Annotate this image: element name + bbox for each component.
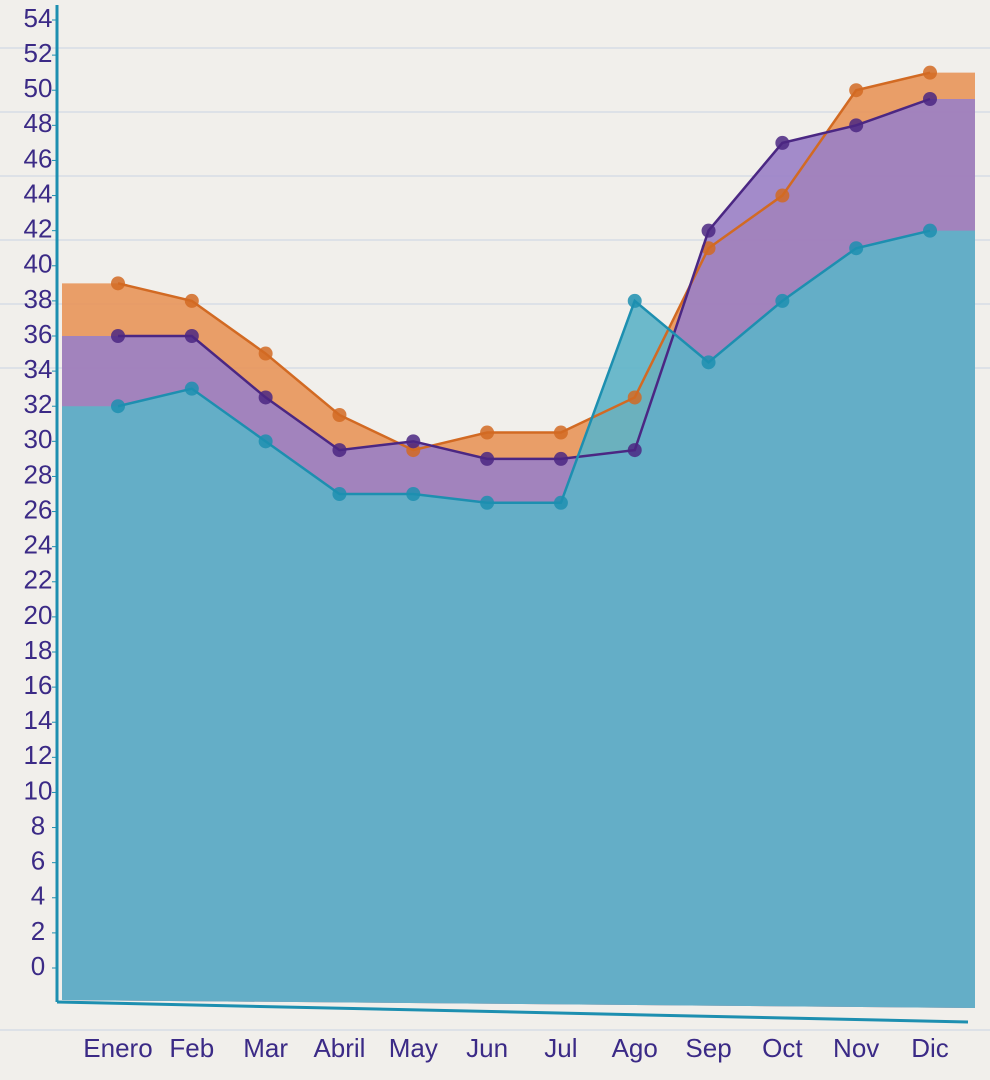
data-point <box>480 495 495 510</box>
y-tick-label: 46 <box>24 143 53 173</box>
data-point <box>406 434 421 449</box>
x-tick-label: Feb <box>169 1033 214 1063</box>
series-line <box>117 71 931 452</box>
y-tick-label: 0 <box>31 951 45 981</box>
data-point <box>923 65 937 80</box>
data-point <box>332 443 347 458</box>
data-point <box>184 329 199 343</box>
data-point <box>258 434 273 449</box>
data-point <box>332 408 347 422</box>
y-tick-label: 20 <box>24 600 53 630</box>
data-point <box>775 135 790 150</box>
data-point <box>775 293 790 308</box>
data-point <box>480 451 495 466</box>
x-tick-label: Dic <box>911 1033 949 1063</box>
x-tick-label: Oct <box>762 1033 803 1063</box>
data-point <box>849 83 864 98</box>
data-point <box>553 425 568 440</box>
y-tick-label: 18 <box>24 635 53 665</box>
data-point <box>184 381 199 396</box>
x-tick-label: May <box>389 1033 438 1063</box>
y-tick-label: 52 <box>24 38 53 68</box>
data-point <box>701 355 716 370</box>
data-point <box>627 443 642 458</box>
y-tick-label: 50 <box>24 73 53 103</box>
y-tick-label: 8 <box>31 810 45 840</box>
y-tick-label: 26 <box>24 494 53 524</box>
y-tick-label: 36 <box>24 319 53 349</box>
x-tick-label: Abril <box>313 1033 365 1063</box>
x-tick-label: Jul <box>544 1033 577 1063</box>
y-tick-label: 22 <box>24 565 53 595</box>
y-tick-label: 2 <box>31 916 45 946</box>
x-axis <box>56 1000 969 1024</box>
data-point <box>480 425 495 440</box>
data-point <box>553 451 568 466</box>
data-point <box>849 118 864 133</box>
data-point <box>701 223 716 238</box>
y-tick-label: 12 <box>24 740 53 770</box>
plot-area <box>62 65 975 1008</box>
data-point <box>111 276 125 291</box>
data-point <box>775 188 790 203</box>
y-tick-label: 32 <box>24 389 53 419</box>
data-point <box>111 329 125 343</box>
data-point <box>627 390 642 405</box>
y-tick-label: 6 <box>31 846 45 876</box>
data-point <box>258 346 273 361</box>
y-tick-label: 48 <box>24 108 53 138</box>
y-tick-label: 24 <box>24 530 53 560</box>
y-tick-label: 42 <box>24 214 53 244</box>
x-tick-label: Mar <box>243 1033 288 1063</box>
y-tick-label: 34 <box>24 354 53 384</box>
data-point <box>849 241 864 256</box>
x-tick-label: Jun <box>466 1033 508 1063</box>
series-line <box>117 229 931 505</box>
y-tick-label: 44 <box>24 178 53 208</box>
y-tick-label: 14 <box>24 705 53 735</box>
data-point <box>184 293 199 308</box>
x-tick-label: Sep <box>685 1033 731 1063</box>
series-line <box>118 97 931 461</box>
x-tick-label: Nov <box>833 1033 879 1063</box>
y-tick-label: 38 <box>24 284 53 314</box>
data-point <box>258 390 273 405</box>
x-tick-label: Ago <box>612 1033 658 1063</box>
y-tick-label: 30 <box>24 424 53 454</box>
y-tick-label: 40 <box>24 249 53 279</box>
data-point <box>923 92 937 106</box>
data-point <box>627 293 642 308</box>
data-point <box>111 399 125 414</box>
x-tick-label: Enero <box>83 1033 152 1063</box>
data-point <box>923 223 937 238</box>
area-fill <box>62 230 975 1008</box>
y-tick-label: 16 <box>24 670 53 700</box>
data-point <box>553 495 568 510</box>
data-point <box>406 487 421 501</box>
y-tick-label: 28 <box>24 459 53 489</box>
data-point <box>332 487 347 501</box>
y-tick-label: 10 <box>24 775 53 805</box>
y-tick-label: 4 <box>31 881 45 911</box>
y-tick-label: 54 <box>24 3 53 33</box>
